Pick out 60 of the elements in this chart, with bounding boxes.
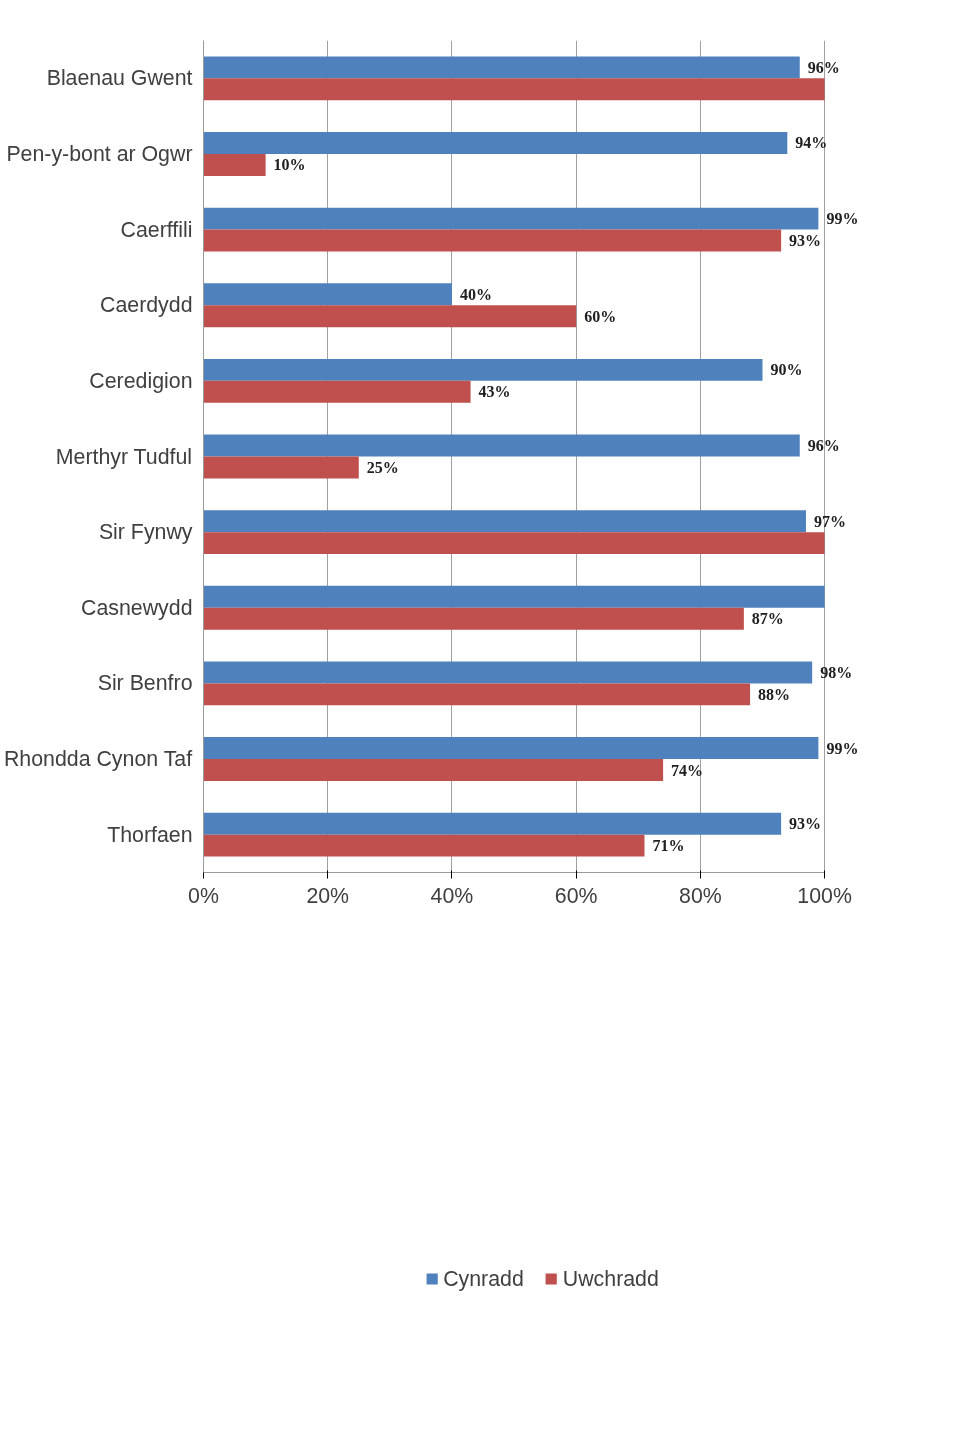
y-tick-label: Caerffili — [120, 217, 193, 242]
y-tick-label: Caerdydd — [100, 293, 193, 318]
bar — [203, 834, 645, 857]
bar — [203, 132, 788, 154]
bar — [203, 305, 577, 328]
data-label: 98% — [820, 663, 853, 681]
bar — [203, 229, 782, 252]
x-tick-label: 100% — [797, 883, 852, 908]
bar — [203, 683, 751, 706]
data-label: 96% — [807, 58, 840, 76]
x-tick-label: 80% — [679, 883, 722, 908]
data-label: 43% — [478, 383, 511, 401]
bar — [203, 434, 800, 457]
y-tick-label: Rhondda Cynon Taf — [3, 747, 193, 772]
data-label: 93% — [789, 232, 822, 250]
data-label: 99% — [826, 210, 859, 228]
y-tick-label: Casnewydd — [81, 595, 193, 620]
bar — [203, 207, 819, 230]
data-label: 88% — [758, 685, 791, 703]
data-label: 10% — [273, 156, 306, 174]
legend-label: Cynradd — [443, 1266, 524, 1292]
bar — [203, 456, 359, 479]
bar — [203, 585, 825, 608]
bar — [203, 759, 664, 781]
data-label: 97% — [813, 512, 846, 530]
bar — [203, 812, 782, 835]
bar — [203, 510, 806, 533]
bar — [203, 358, 763, 381]
x-tick-label: 60% — [554, 883, 598, 908]
bar — [203, 532, 825, 555]
data-label: 90% — [770, 361, 803, 379]
y-tick-label: Sir Benfro — [97, 671, 193, 696]
bar — [203, 283, 452, 306]
data-label: 96% — [807, 437, 840, 455]
y-tick-label: Blaenau Gwent — [46, 66, 193, 91]
bar — [203, 153, 266, 176]
data-label: 74% — [671, 761, 704, 779]
bar — [203, 661, 813, 684]
data-label: 40% — [459, 285, 492, 303]
data-label: 25% — [366, 458, 399, 476]
bar — [203, 56, 800, 79]
data-label: 87% — [751, 610, 784, 628]
y-tick-label: Thorfaen — [107, 822, 193, 847]
x-tick-label: 40% — [430, 883, 474, 908]
x-tick-label: 20% — [306, 883, 350, 908]
legend-label: Uwchradd — [562, 1266, 659, 1292]
bar — [203, 380, 471, 403]
y-tick-label: Sir Fynwy — [98, 520, 193, 545]
data-label: 71% — [652, 837, 685, 855]
data-label: 99% — [826, 739, 859, 757]
x-tick-label: 0% — [188, 883, 219, 908]
y-tick-label: Pen-y-bont ar Ogwr — [6, 141, 193, 166]
data-label: 94% — [795, 134, 828, 152]
y-tick-label: Ceredigion — [89, 368, 193, 393]
data-label: 93% — [789, 815, 822, 833]
bar — [203, 737, 819, 760]
data-label: 60% — [584, 307, 617, 325]
bar — [203, 78, 825, 101]
bar — [203, 607, 744, 630]
y-tick-label: Merthyr Tudful — [55, 444, 193, 469]
